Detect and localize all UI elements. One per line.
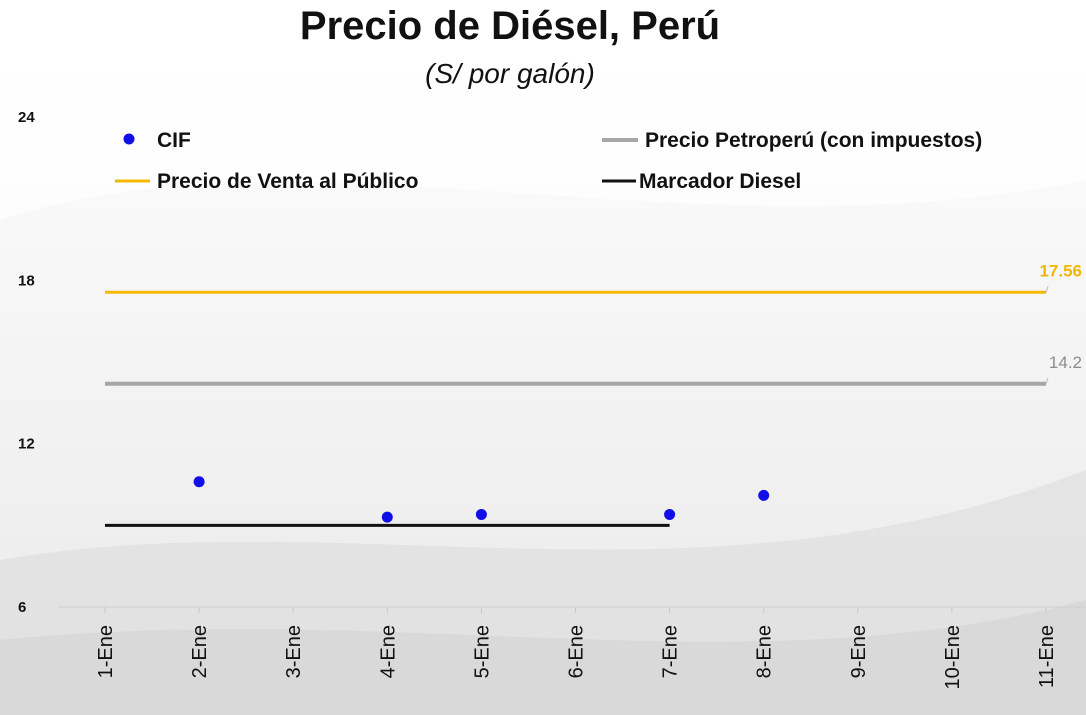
x-tick-label: 4-Ene bbox=[377, 625, 399, 678]
data-point-cif bbox=[664, 508, 676, 520]
series-points bbox=[193, 476, 770, 523]
end-label-leader bbox=[1045, 377, 1049, 384]
x-tick-label: 7-Ene bbox=[660, 625, 682, 678]
legend: CIF Precio Petroperú (con impuestos) Pre… bbox=[115, 129, 982, 193]
data-point-cif bbox=[381, 511, 393, 523]
data-point-cif bbox=[758, 489, 770, 501]
legend-item-marcador: Marcador Diesel bbox=[602, 170, 801, 193]
end-label-precio-de-venta-al-p-blico: 17.56 bbox=[1039, 261, 1082, 280]
x-tick-label: 1-Ene bbox=[95, 625, 117, 678]
x-tick-label: 9-Ene bbox=[848, 625, 870, 678]
x-tick-label: 11-Ene bbox=[1036, 625, 1058, 688]
legend-label-venta: Precio de Venta al Público bbox=[157, 170, 418, 193]
end-label-leader bbox=[1045, 286, 1049, 293]
x-tick-label: 5-Ene bbox=[471, 625, 493, 678]
x-tick-label: 3-Ene bbox=[283, 625, 305, 678]
y-tick-label: 6 bbox=[18, 599, 26, 616]
legend-item-venta: Precio de Venta al Público bbox=[115, 170, 418, 193]
data-point-cif bbox=[475, 508, 487, 520]
x-tick-label: 10-Ene bbox=[942, 625, 964, 690]
legend-item-cif: CIF bbox=[123, 129, 191, 152]
legend-item-petroperu: Precio Petroperú (con impuestos) bbox=[602, 129, 982, 152]
y-tick-label: 24 bbox=[18, 109, 35, 126]
y-tick-label: 18 bbox=[18, 272, 35, 289]
legend-label-petroperu: Precio Petroperú (con impuestos) bbox=[645, 129, 982, 152]
x-tick-label: 8-Ene bbox=[754, 625, 776, 678]
legend-label-marcador: Marcador Diesel bbox=[639, 170, 801, 193]
x-axis: 1-Ene 2-Ene 3-Ene 4-Ene 5-Ene 6-Ene 7-Ene 8-Ene… bbox=[95, 607, 1058, 690]
legend-label-cif: CIF bbox=[157, 129, 191, 152]
y-axis: 6 12 18 24 bbox=[18, 109, 35, 616]
x-tick-label: 6-Ene bbox=[566, 625, 588, 678]
y-tick-label: 12 bbox=[18, 436, 35, 453]
series-lines bbox=[105, 290, 1046, 527]
data-point-cif bbox=[193, 476, 205, 488]
end-label-precio-petroper-con-impuestos: 14.2 bbox=[1049, 353, 1082, 372]
legend-marker-cif bbox=[123, 133, 135, 145]
chart-subtitle: (S/ por galón) bbox=[425, 58, 595, 89]
x-tick-label: 2-Ene bbox=[189, 625, 211, 678]
end-labels: 14.2 17.56 bbox=[1039, 261, 1082, 384]
chart-title: Precio de Diésel, Perú bbox=[299, 4, 721, 48]
